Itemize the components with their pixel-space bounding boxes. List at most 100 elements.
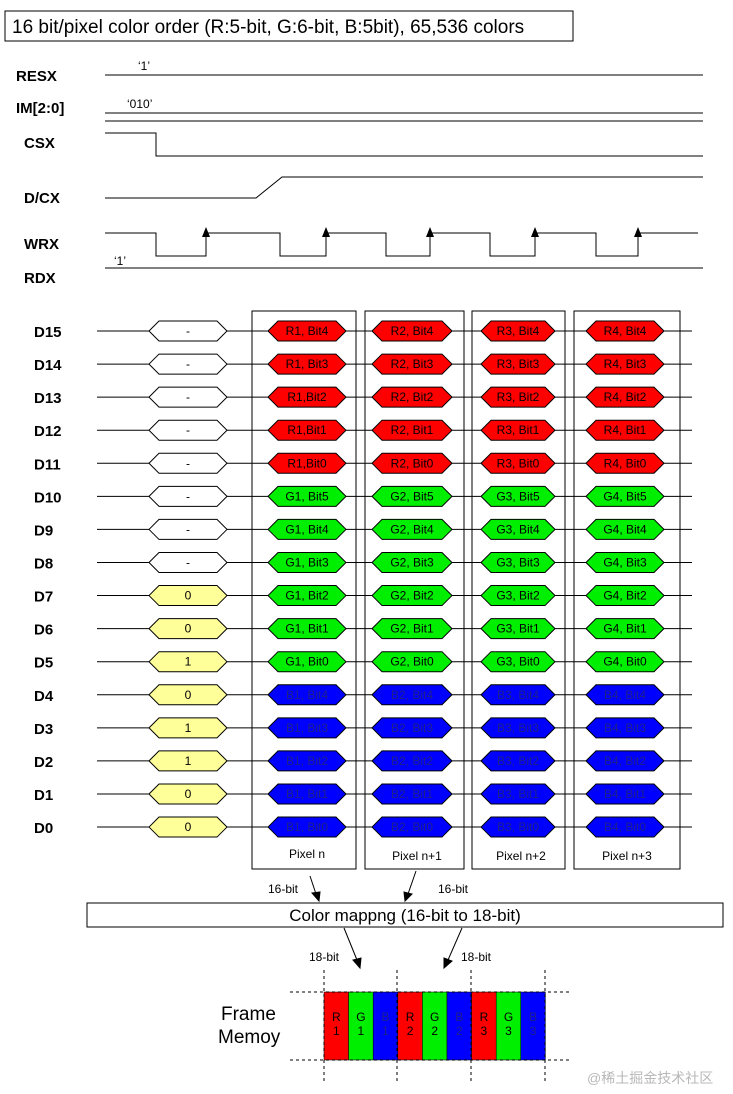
bus-row: D13 - R1,Bit2 R2, Bit2 R3, Bit2 R4, Bit2 xyxy=(34,386,692,408)
pixel-label: Pixel n xyxy=(289,847,325,861)
pixel-bit-cell xyxy=(480,651,556,673)
bus-row: D4 0 B1, Bit4 B2, Bit4 B3, Bit4 B4, Bit4 xyxy=(34,684,692,706)
frame-memory-index: 1 xyxy=(358,1024,365,1038)
pixel-bit-text: B2, Bit0 xyxy=(391,820,433,834)
pixel-bit-text: G4, Bit4 xyxy=(603,522,647,536)
pixel-bit-cell xyxy=(585,452,665,474)
pixel-bit-text: B4, Bit0 xyxy=(604,820,646,834)
bus-value-text: - xyxy=(186,456,190,470)
pixel-bit-text: G4, Bit5 xyxy=(603,489,647,503)
pixel-bit-cell xyxy=(585,585,665,607)
mapping-input-arrow xyxy=(309,875,317,895)
bus-row: D6 0 G1, Bit1 G2, Bit1 G3, Bit1 G4, Bit1 xyxy=(34,618,692,640)
pixel-bit-cell xyxy=(267,320,347,342)
bus-value-text: - xyxy=(186,522,190,536)
bus-value-text: - xyxy=(186,489,190,503)
pixel-bit-text: B2, Bit4 xyxy=(391,688,433,702)
resx-value: ‘1’ xyxy=(138,59,150,73)
wrx-edge-arrow xyxy=(531,227,539,237)
bus-row: D7 0 G1, Bit2 G2, Bit2 G3, Bit2 G4, Bit2 xyxy=(34,585,692,607)
title-box xyxy=(4,10,574,42)
pixel-bit-text: G1, Bit0 xyxy=(285,655,329,669)
pixel-bit-text: B2, Bit2 xyxy=(391,754,433,768)
mapping-output-label: 18-bit xyxy=(461,950,492,964)
pixel-bit-cell xyxy=(480,386,556,408)
pixel-frame xyxy=(251,310,357,870)
pixel-bit-text: R2, Bit0 xyxy=(391,456,434,470)
pixel-bit-text: B1, Bit0 xyxy=(286,820,328,834)
pixel-bit-text: G3, Bit4 xyxy=(496,522,540,536)
pixel-bit-text: G2, Bit2 xyxy=(390,589,434,603)
frame-memory-channel: B xyxy=(455,1010,463,1024)
frame-memory-channel: G xyxy=(504,1010,513,1024)
bus-line-label: D3 xyxy=(34,721,53,738)
pixel-bit-cell xyxy=(585,320,665,342)
pixel-bit-cell xyxy=(480,320,556,342)
bus-row: D3 1 B1, Bit3 B2, Bit3 B3, Bit3 B4, Bit3 xyxy=(34,717,692,739)
color-mapping-label: Color mappng (16-bit to 18-bit) xyxy=(289,906,521,925)
pixel-frame xyxy=(573,310,681,870)
pixel-bit-cell xyxy=(371,816,453,838)
rdx-value: ‘1’ xyxy=(114,254,126,268)
pixel-bit-cell xyxy=(480,585,556,607)
pixel-bit-cell xyxy=(371,386,453,408)
bus-value-cell xyxy=(148,585,228,607)
frame-memory-label: Memoy xyxy=(218,1027,281,1048)
pixel-bit-cell xyxy=(371,452,453,474)
bus-value-cell xyxy=(148,816,228,838)
pixel-bit-text: R3, Bit2 xyxy=(497,390,540,404)
frame-memory-index: 2 xyxy=(407,1024,414,1038)
dcx-waveform xyxy=(105,176,703,199)
pixel-label: Pixel n+1 xyxy=(392,849,442,863)
pixel-bit-text: R1,Bit0 xyxy=(287,456,327,470)
pixel-bit-cell xyxy=(371,485,453,507)
pixel-bit-text: B3, Bit1 xyxy=(497,787,539,801)
bus-line-label: D15 xyxy=(34,324,62,341)
wrx-edge-arrow xyxy=(634,227,642,237)
mapping-input-arrow xyxy=(407,870,417,895)
bus-value-text: 0 xyxy=(185,820,192,834)
signal-label-csx: CSX xyxy=(24,135,55,152)
pixel-bit-text: R4, Bit1 xyxy=(604,423,647,437)
pixel-bit-text: R1, Bit3 xyxy=(286,357,329,371)
pixel-bit-cell xyxy=(585,419,665,441)
bus-line-label: D13 xyxy=(34,390,62,407)
pixel-bit-cell xyxy=(267,717,347,739)
bus-value-cell xyxy=(148,651,228,673)
pixel-bit-text: B1, Bit1 xyxy=(286,787,328,801)
pixel-bit-text: G4, Bit1 xyxy=(603,622,647,636)
pixel-bit-cell xyxy=(267,452,347,474)
pixel-bit-cell xyxy=(371,651,453,673)
pixel-bit-cell xyxy=(585,684,665,706)
pixel-bit-text: G1, Bit3 xyxy=(285,555,329,569)
pixel-bit-cell xyxy=(267,551,347,573)
csx-waveform xyxy=(105,132,703,157)
pixel-bit-text: R4, Bit3 xyxy=(604,357,647,371)
im-value: ‘010’ xyxy=(127,97,152,111)
pixel-bit-cell xyxy=(585,783,665,805)
signal-label-dcx: D/CX xyxy=(24,190,60,207)
wrx-waveform xyxy=(105,232,698,257)
mapping-output-arrow-head xyxy=(352,957,362,970)
bus-value-cell xyxy=(148,551,228,573)
pixel-bit-cell xyxy=(267,750,347,772)
pixel-bit-cell xyxy=(267,816,347,838)
bus-line-label: D11 xyxy=(34,456,61,473)
pixel-bit-cell xyxy=(267,651,347,673)
pixel-bit-cell xyxy=(480,485,556,507)
bus-value-text: - xyxy=(186,555,190,569)
pixel-bit-cell xyxy=(480,816,556,838)
pixel-frame xyxy=(364,310,465,870)
bus-value-cell xyxy=(148,485,228,507)
mapping-output-arrow-head xyxy=(443,957,453,970)
pixel-bit-text: G1, Bit2 xyxy=(285,589,329,603)
pixel-bit-cell xyxy=(267,353,347,375)
pixel-bit-text: G3, Bit5 xyxy=(496,489,540,503)
bus-line-label: D12 xyxy=(34,423,62,440)
pixel-bit-text: B2, Bit1 xyxy=(391,787,433,801)
bus-value-text: 0 xyxy=(185,622,192,636)
pixel-bit-cell xyxy=(585,485,665,507)
frame-memory-cell xyxy=(348,991,374,1061)
pixel-bit-text: R4, Bit2 xyxy=(604,390,647,404)
pixel-bit-cell xyxy=(371,353,453,375)
